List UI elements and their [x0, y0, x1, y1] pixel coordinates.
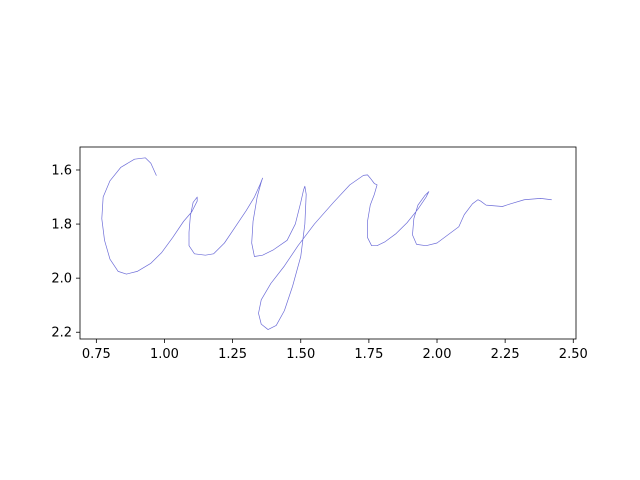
y-axis: 1.6 1.8 2.0 2.2: [51, 163, 80, 341]
axes-frame: [79, 146, 577, 340]
x-tick-label: 1.75: [354, 347, 383, 362]
x-tick-label: 2.00: [423, 347, 452, 362]
x-tick-label: 2.50: [559, 347, 588, 362]
plot-marks: [101, 157, 552, 330]
y-tick-label: 2.2: [51, 326, 72, 341]
x-tick-label: 1.25: [218, 347, 247, 362]
y-tick-label: 2.0: [51, 272, 72, 287]
x-axis: 0.75 1.00 1.25 1.50 1.75 2.00 2.25 2.50: [82, 339, 588, 362]
x-tick-label: 1.50: [286, 347, 315, 362]
x-tick-label: 1.00: [150, 347, 179, 362]
x-tick-label: 2.25: [491, 347, 520, 362]
x-tick-label: 0.75: [82, 347, 111, 362]
y-tick-label: 1.6: [51, 163, 72, 178]
y-tick-label: 1.8: [51, 218, 72, 233]
handwriting-stroke: [101, 157, 552, 330]
